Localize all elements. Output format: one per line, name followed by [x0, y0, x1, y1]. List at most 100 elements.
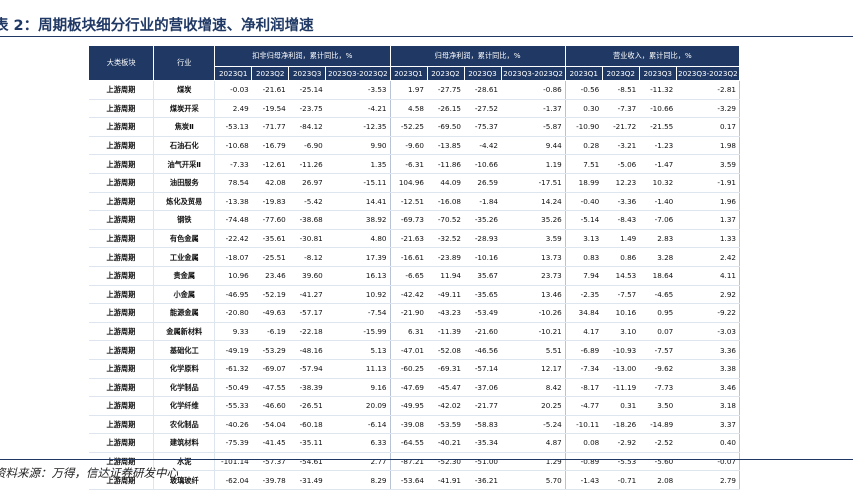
- industry-cell: 建筑材料: [153, 433, 216, 453]
- value-cell: 8.29: [325, 470, 391, 491]
- value-cell: -5.24: [501, 415, 566, 435]
- sector-cell: 上游周期: [88, 303, 155, 323]
- value-cell: 0.30: [565, 99, 603, 119]
- value-cell: -0.40: [565, 192, 603, 212]
- value-cell: -6.89: [565, 340, 603, 360]
- value-cell: -54.04: [251, 415, 289, 435]
- value-cell: -28.93: [464, 229, 501, 249]
- value-cell: -9.22: [676, 303, 741, 323]
- table-row: 上游周期 煤炭 -0.03 -21.61 -25.14 -3.53 1.97 -27.75 -2…: [88, 80, 741, 100]
- value-cell: -1.43: [565, 470, 603, 491]
- value-cell: 1.49: [602, 229, 640, 249]
- value-cell: -26.51: [288, 396, 326, 416]
- value-cell: 0.40: [676, 433, 741, 453]
- value-cell: -25.51: [251, 247, 289, 267]
- table-row: 上游周期 能源金属 -20.80 -49.63 -57.17 -7.54 -21.90 -43…: [88, 303, 741, 323]
- industry-cell: 炼化及贸易: [153, 192, 216, 212]
- value-cell: 9.33: [214, 322, 252, 342]
- value-cell: -1.37: [501, 99, 566, 119]
- value-cell: -7.06: [639, 210, 677, 230]
- value-cell: 18.64: [639, 266, 677, 286]
- value-cell: 4.87: [501, 433, 566, 453]
- value-cell: -69.73: [390, 210, 427, 230]
- value-cell: -32.52: [427, 229, 464, 249]
- value-cell: -5.87: [501, 117, 566, 137]
- header-sector: 大类板块: [87, 45, 155, 81]
- value-cell: 3.59: [676, 154, 741, 174]
- sector-cell: 上游周期: [88, 433, 155, 453]
- value-cell: 18.99: [565, 173, 603, 193]
- value-cell: -38.39: [288, 378, 326, 398]
- value-cell: -42.42: [390, 285, 427, 305]
- value-cell: -4.77: [565, 396, 603, 416]
- value-cell: -50.49: [214, 378, 252, 398]
- value-cell: -49.11: [427, 285, 464, 305]
- value-cell: 23.46: [251, 266, 289, 286]
- value-cell: -2.92: [602, 433, 640, 453]
- value-cell: 7.94: [565, 266, 603, 286]
- value-cell: -42.02: [427, 396, 464, 416]
- value-cell: -10.90: [565, 117, 603, 137]
- value-cell: 11.13: [325, 359, 391, 379]
- value-cell: -35.65: [464, 285, 501, 305]
- value-cell: 4.80: [325, 229, 391, 249]
- value-cell: -47.69: [390, 378, 427, 398]
- industry-cell: 煤炭: [153, 80, 216, 100]
- value-cell: -10.21: [501, 322, 566, 342]
- value-cell: -14.89: [639, 415, 677, 435]
- value-cell: -15.99: [325, 322, 391, 342]
- industry-cell: 农化制品: [153, 415, 216, 435]
- industry-cell: 化学原料: [153, 359, 216, 379]
- value-cell: -30.81: [288, 229, 326, 249]
- value-cell: -10.93: [602, 340, 640, 360]
- value-cell: -53.64: [390, 470, 427, 491]
- sector-cell: 上游周期: [88, 173, 155, 193]
- value-cell: -1.23: [639, 136, 677, 156]
- value-cell: -0.56: [565, 80, 603, 100]
- value-cell: 2.92: [676, 285, 741, 305]
- sector-cell: 上游周期: [88, 192, 155, 212]
- value-cell: -23.75: [288, 99, 326, 119]
- value-cell: -41.91: [427, 470, 464, 491]
- industry-cell: 油田服务: [153, 173, 216, 193]
- value-cell: 35.26: [501, 210, 566, 230]
- value-cell: -11.86: [427, 154, 464, 174]
- value-cell: 2.49: [214, 99, 252, 119]
- value-cell: -13.38: [214, 192, 252, 212]
- value-cell: -35.26: [464, 210, 501, 230]
- value-cell: -0.03: [214, 80, 252, 100]
- value-cell: -10.16: [464, 247, 501, 267]
- value-cell: 3.37: [676, 415, 741, 435]
- industry-cell: 有色金属: [153, 229, 216, 249]
- value-cell: 0.31: [602, 396, 640, 416]
- industry-cell: 化学制品: [153, 378, 216, 398]
- value-cell: -28.61: [464, 80, 501, 100]
- value-cell: -41.27: [288, 285, 326, 305]
- value-cell: -21.63: [390, 229, 427, 249]
- value-cell: 0.07: [639, 322, 677, 342]
- value-cell: -19.83: [251, 192, 289, 212]
- value-cell: -39.08: [390, 415, 427, 435]
- value-cell: -0.07: [676, 452, 741, 472]
- value-cell: 0.08: [565, 433, 603, 453]
- industry-cell: 小金属: [153, 285, 216, 305]
- value-cell: -5.14: [565, 210, 603, 230]
- table-row: 上游周期 炼化及贸易 -13.38 -19.83 -5.42 14.41 -12.51 -16…: [88, 192, 741, 212]
- value-cell: -21.61: [251, 80, 289, 100]
- value-cell: 3.28: [639, 247, 677, 267]
- value-cell: 2.77: [325, 452, 391, 472]
- value-cell: -35.11: [288, 433, 326, 453]
- table-row: 上游周期 农化制品 -40.26 -54.04 -60.18 -6.14 -39.08 -53…: [88, 415, 741, 435]
- value-cell: 20.09: [325, 396, 391, 416]
- value-cell: -58.83: [464, 415, 501, 435]
- value-cell: -4.65: [639, 285, 677, 305]
- value-cell: 0.83: [565, 247, 603, 267]
- value-cell: -27.75: [427, 80, 464, 100]
- value-cell: 3.59: [501, 229, 566, 249]
- header-period: 2023Q2: [251, 66, 290, 81]
- table-row: 上游周期 焦炭Ⅱ -53.13 -71.77 -84.12 -12.35 -52.25 -69…: [88, 117, 741, 137]
- value-cell: -69.07: [251, 359, 289, 379]
- value-cell: -6.31: [390, 154, 427, 174]
- value-cell: -60.18: [288, 415, 326, 435]
- value-cell: -75.39: [214, 433, 252, 453]
